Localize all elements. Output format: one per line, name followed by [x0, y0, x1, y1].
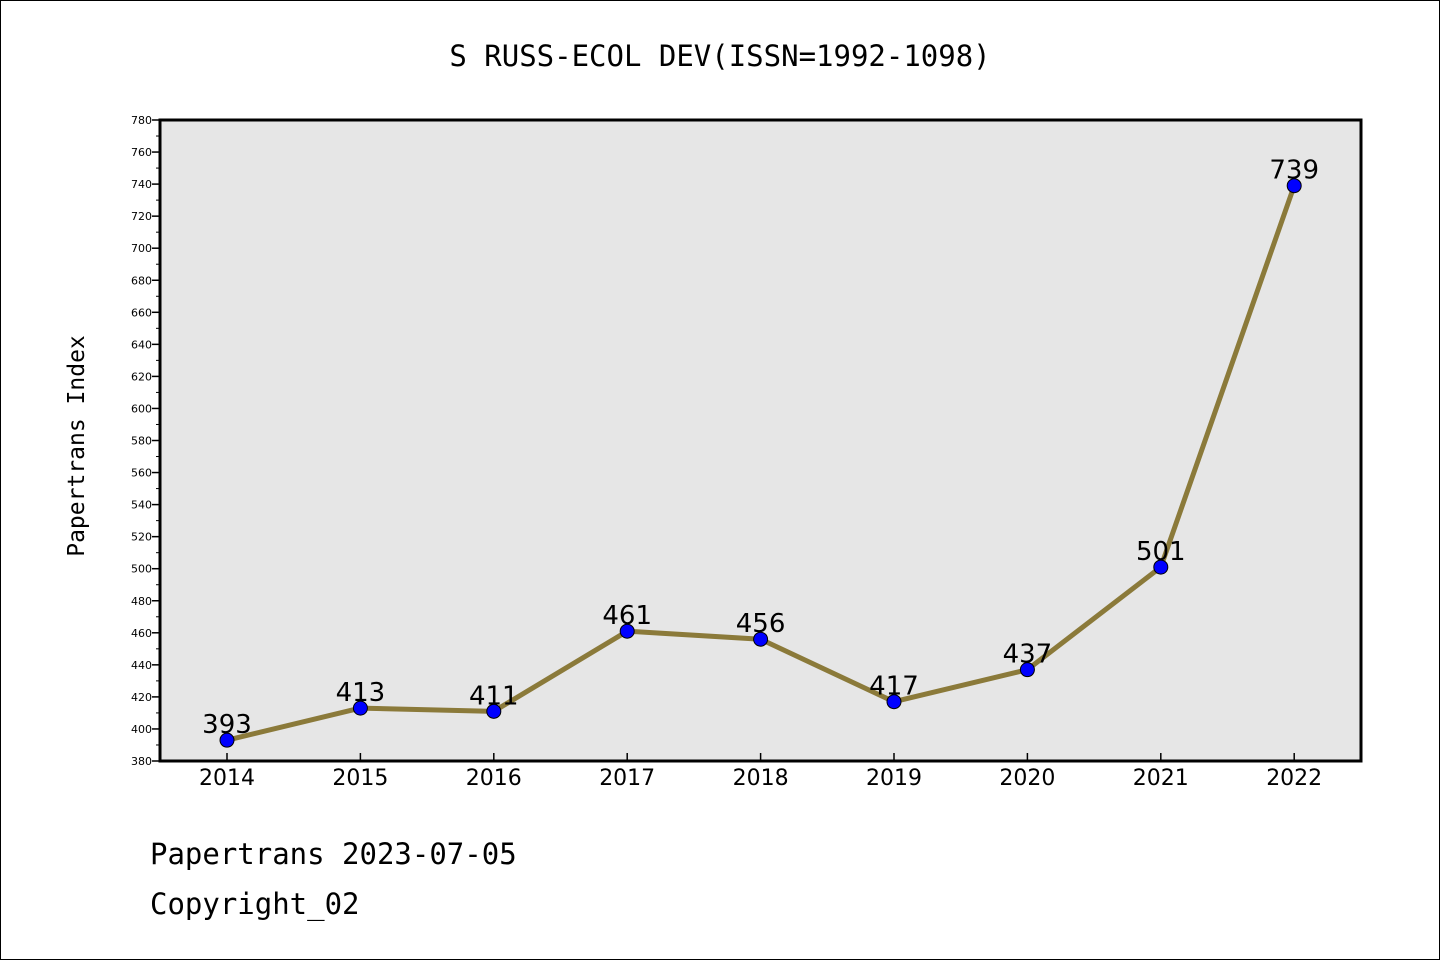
- data-point: [219, 732, 235, 748]
- data-point: [753, 631, 769, 647]
- data-point: [486, 703, 502, 719]
- data-label: 739: [1269, 156, 1319, 186]
- y-tick-label: 760: [131, 146, 152, 159]
- y-tick-label: 620: [131, 370, 152, 383]
- y-tick-label: 540: [131, 499, 152, 512]
- data-point: [1153, 559, 1169, 575]
- data-point: [619, 623, 635, 639]
- y-tick-label: 740: [131, 178, 152, 191]
- data-point: [1286, 178, 1302, 194]
- data-label: 393: [202, 710, 252, 740]
- data-label: 411: [469, 681, 519, 711]
- y-tick-label: 660: [131, 306, 152, 319]
- x-tick-label: 2021: [1133, 766, 1189, 791]
- y-tick-label: 520: [131, 531, 152, 544]
- x-tick-label: 2015: [332, 766, 388, 791]
- y-tick-label: 720: [131, 210, 152, 223]
- y-tick-label: 600: [131, 402, 152, 415]
- x-tick-label: 2020: [999, 766, 1055, 791]
- x-tick-label: 2014: [199, 766, 255, 791]
- data-label: 437: [1003, 640, 1053, 670]
- y-tick-label: 480: [131, 595, 152, 608]
- x-tick-label: 2016: [466, 766, 522, 791]
- x-tick-label: 2019: [866, 766, 922, 791]
- footer-copyright: Copyright_02: [150, 887, 360, 922]
- y-tick-label: 400: [131, 723, 152, 736]
- y-tick-label: 780: [131, 114, 152, 127]
- y-axis-label: Papertrans Index: [64, 335, 90, 557]
- y-tick-label: 680: [131, 274, 152, 287]
- y-tick-label: 640: [131, 338, 152, 351]
- data-point: [886, 694, 902, 710]
- y-tick-label: 440: [131, 659, 152, 672]
- y-tick-label: 560: [131, 467, 152, 480]
- y-tick-label: 420: [131, 691, 152, 704]
- x-tick-label: 2018: [733, 766, 789, 791]
- y-tick-label: 500: [131, 563, 152, 576]
- x-axis-ticks: 2014 2015 2016 2017 2018 2019 2020 2021 2022: [199, 753, 1322, 791]
- y-tick-label: 460: [131, 627, 152, 640]
- y-axis-ticks: 380 400 420 440 460 480 500 520 540 560 580 600 620 6…: [131, 114, 160, 768]
- chart-title: S RUSS-ECOL DEV(ISSN=1992-1098): [449, 39, 990, 73]
- data-label: 461: [602, 601, 652, 631]
- y-tick-label: 580: [131, 435, 152, 448]
- plot-area: [158, 118, 1363, 763]
- data-label: 413: [336, 678, 386, 708]
- data-label: 456: [736, 609, 786, 639]
- y-tick-label: 380: [131, 755, 152, 768]
- data-point: [1019, 662, 1035, 678]
- data-label: 417: [869, 672, 919, 702]
- data-label: 501: [1136, 537, 1186, 567]
- footer-date: Papertrans 2023-07-05: [150, 837, 517, 871]
- x-tick-label: 2017: [599, 766, 655, 791]
- data-point: [352, 700, 368, 716]
- y-tick-label: 700: [131, 242, 152, 255]
- series-layer: 393 413 411 461 456 417 437 501 739: [202, 156, 1319, 748]
- x-tick-label: 2022: [1266, 766, 1322, 791]
